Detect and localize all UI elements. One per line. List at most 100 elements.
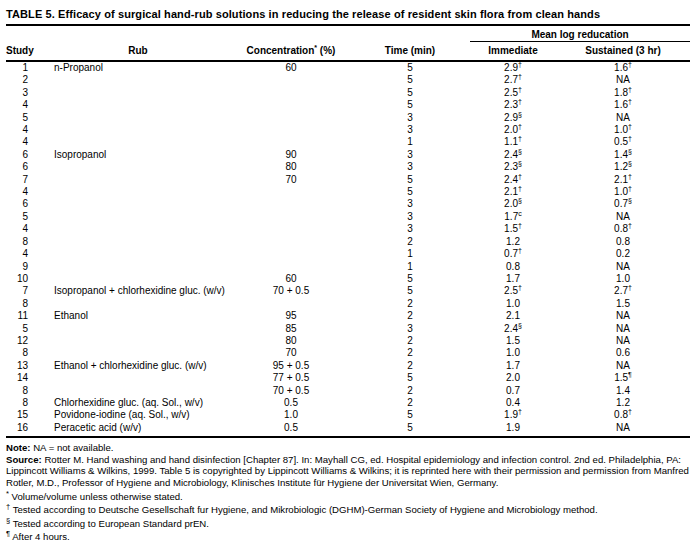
rub-cell	[44, 248, 232, 260]
concentration-cell: 0.5	[232, 422, 350, 437]
concentration-cell: 95	[232, 310, 350, 322]
time-cell: 3	[350, 149, 470, 161]
table-row: 8Chlorhexidine gluc. (aq. Sol., w/v)0.52…	[6, 397, 690, 409]
sustained-cell: 0.2	[556, 248, 690, 260]
time-column-header: Time (min)	[350, 42, 470, 62]
table-page: TABLE 5. Efficacy of surgical hand-rub s…	[0, 0, 696, 543]
table-row: 128021.5NA	[6, 335, 690, 347]
rub-cell: Ethanol	[44, 310, 232, 322]
sustained-cell: NA	[556, 360, 690, 372]
time-cell: 2	[350, 397, 470, 409]
concentration-cell: 70 + 0.5	[232, 385, 350, 397]
rub-cell	[44, 236, 232, 248]
study-cell: 8	[6, 347, 44, 359]
time-cell: 2	[350, 335, 470, 347]
sustained-cell: 0.8	[556, 236, 690, 248]
study-cell: 3	[6, 87, 44, 99]
study-cell: 8	[6, 385, 44, 397]
table-row: 532.9§NA	[6, 112, 690, 124]
study-cell: 8	[6, 236, 44, 248]
table-footer: Note: NA = not available. Source: Rotter…	[6, 442, 690, 542]
concentration-cell: 85	[232, 323, 350, 335]
study-cell: 4	[6, 186, 44, 198]
sustained-cell: 1.0	[556, 273, 690, 285]
time-cell: 3	[350, 323, 470, 335]
rub-cell	[44, 273, 232, 285]
sustained-cell: NA	[556, 422, 690, 437]
note-label: Note:	[6, 442, 31, 453]
time-cell: 5	[350, 372, 470, 384]
source-line: Source: Rotter M. Hand washing and hand …	[6, 454, 690, 489]
concentration-cell: 90	[232, 149, 350, 161]
immediate-cell: 2.4§	[470, 149, 556, 161]
study-cell: 5	[6, 112, 44, 124]
study-cell: 4	[6, 223, 44, 235]
study-cell: 4	[6, 248, 44, 260]
footnote: § Tested according to European Standard …	[6, 518, 690, 530]
sustained-cell: 0.5†	[556, 136, 690, 148]
study-cell: 2	[6, 74, 44, 86]
concentration-cell: 1.0	[232, 409, 350, 421]
concentration-cell	[232, 248, 350, 260]
rub-cell	[44, 372, 232, 384]
immediate-cell: 2.7†	[470, 74, 556, 86]
concentration-cell: 77 + 0.5	[232, 372, 350, 384]
table-row: 252.7†NA	[6, 74, 690, 86]
time-cell: 5	[350, 61, 470, 74]
mean-log-reduction-group-header: Mean log reducation	[470, 26, 690, 42]
study-cell: 6	[6, 198, 44, 210]
concentration-cell	[232, 186, 350, 198]
immediate-column-header: Immediate	[470, 42, 556, 62]
study-cell: 7	[6, 174, 44, 186]
rub-cell: Ethanol + chlorhexidine gluc. (w/v)	[44, 360, 232, 372]
sustained-cell: 0.8†	[556, 409, 690, 421]
time-cell: 5	[350, 99, 470, 111]
table-row: 87021.00.6	[6, 347, 690, 359]
immediate-cell: 1.2	[470, 236, 556, 248]
footnote: † Tested according to Deutsche Gesellsch…	[6, 504, 690, 516]
time-cell: 1	[350, 136, 470, 148]
rub-cell	[44, 347, 232, 359]
footnote: * Volume/volume unless otherwise stated.	[6, 491, 690, 503]
immediate-cell: 1.0	[470, 347, 556, 359]
sustained-cell: NA	[556, 310, 690, 322]
immediate-cell: 0.8	[470, 261, 556, 273]
sustained-cell: 2.1†	[556, 174, 690, 186]
immediate-cell: 0.4	[470, 397, 556, 409]
time-cell: 5	[350, 87, 470, 99]
time-cell: 5	[350, 186, 470, 198]
immediate-cell: 2.1†	[470, 186, 556, 198]
rub-cell: Povidone-iodine (aq. Sol., w/v)	[44, 409, 232, 421]
study-cell: 15	[6, 409, 44, 421]
study-cell: 11	[6, 310, 44, 322]
table-row: 870 + 0.520.71.4	[6, 385, 690, 397]
time-cell: 5	[350, 174, 470, 186]
time-cell: 5	[350, 409, 470, 421]
study-cell: 1	[6, 61, 44, 74]
table-title: TABLE 5. Efficacy of surgical hand-rub s…	[6, 8, 690, 21]
table-header: Mean log reducation Study Rub Concentrat…	[6, 26, 690, 61]
sustained-cell: 1.4	[556, 385, 690, 397]
table-row: 411.1†0.5†	[6, 136, 690, 148]
sustained-cell: 1.5	[556, 298, 690, 310]
sustained-cell: 2.7†	[556, 285, 690, 297]
sustained-cell: 0.6	[556, 347, 690, 359]
immediate-cell: 2.0†	[470, 124, 556, 136]
immediate-cell: 2.0	[470, 372, 556, 384]
time-cell: 3	[350, 211, 470, 223]
time-cell: 5	[350, 422, 470, 437]
table-row: 632.0§0.7§	[6, 198, 690, 210]
group-header-spacer	[6, 26, 470, 42]
sustained-cell: NA	[556, 261, 690, 273]
study-cell: 14	[6, 372, 44, 384]
time-cell: 2	[350, 298, 470, 310]
immediate-cell: 1.1†	[470, 136, 556, 148]
study-cell: 9	[6, 261, 44, 273]
time-cell: 5	[350, 285, 470, 297]
immediate-cell: 2.0§	[470, 198, 556, 210]
column-header-row: Study Rub Concentration* (%) Time (min) …	[6, 42, 690, 62]
study-cell: 5	[6, 211, 44, 223]
footnote: ¶ After 4 hours.	[6, 531, 690, 543]
rub-cell	[44, 385, 232, 397]
time-cell: 3	[350, 223, 470, 235]
